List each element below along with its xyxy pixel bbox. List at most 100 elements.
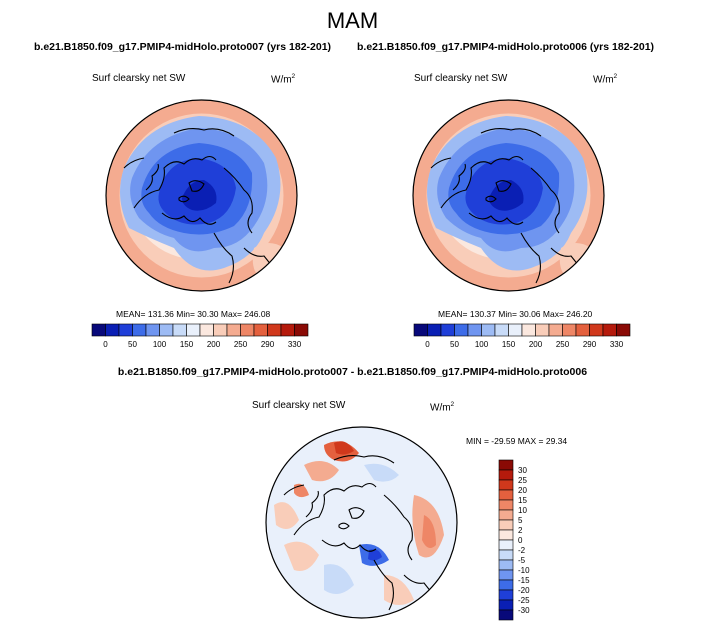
coastline-1 [452, 163, 466, 191]
panel2-variable-label: Surf clearsky net SW [414, 73, 508, 84]
coastlines [123, 127, 280, 284]
cb3-swatch-3 [498, 489, 514, 501]
map-field [413, 100, 604, 291]
cb1-swatch-8 [199, 323, 214, 337]
cb1-swatch-1 [105, 323, 120, 337]
coastline-3 [383, 494, 413, 561]
panel1-colorbar: 0 50 100 150 200 250 290 330 [91, 323, 309, 349]
cb2-swatch-3 [454, 323, 469, 337]
cb1-swatch-4 [145, 323, 160, 337]
cb2-swatch-9 [535, 323, 550, 337]
cb1-swatch-2 [118, 323, 133, 337]
field-anomaly-7 [364, 463, 399, 482]
coastline-1 [305, 490, 319, 518]
coastlines [430, 127, 587, 284]
cb3-tick-8: -2 [518, 546, 526, 555]
cb1-swatch-12 [253, 323, 268, 337]
cb3-tick-6: 2 [518, 526, 523, 535]
coastline-9 [178, 195, 190, 203]
panel1-case-title: b.e21.B1850.f09_g17.PMIP4-midHolo.proto0… [34, 41, 332, 53]
cb1-tick-1: 50 [128, 340, 137, 349]
cb3-swatch-8 [498, 539, 514, 551]
coastline-1 [145, 163, 159, 191]
cb3-swatch-4 [498, 499, 514, 511]
cb3-tick-12: -20 [518, 586, 530, 595]
cb3-tick-2: 20 [518, 486, 527, 495]
cb3-swatch-10 [498, 559, 514, 571]
cb3-tick-4: 10 [518, 506, 527, 515]
cb3-tick-13: -25 [518, 596, 530, 605]
cb3-swatch-9 [498, 549, 514, 561]
coastline-6 [480, 127, 542, 137]
coastline-6 [333, 454, 395, 464]
panel2-polar-map [412, 99, 605, 292]
cb3-swatch-7 [498, 529, 514, 541]
cb3-tick-5: 5 [518, 516, 523, 525]
coastline-9 [338, 522, 350, 530]
coastline-2 [321, 539, 377, 552]
cb2-swatch-8 [521, 323, 536, 337]
panel2-units: W/m2 [593, 73, 618, 86]
cb3-tick-1: 25 [518, 476, 527, 485]
cb2-swatch-14 [602, 323, 617, 337]
cb3-tick-11: -15 [518, 576, 530, 585]
coastline-8 [495, 180, 512, 192]
cb2-swatch-13 [589, 323, 604, 337]
cb2-swatch-2 [440, 323, 455, 337]
cb1-swatch-14 [280, 323, 295, 337]
cb2-swatch-11 [562, 323, 577, 337]
cb1-swatch-3 [132, 323, 147, 337]
coastlines [283, 454, 440, 611]
panel1-variable-label: Surf clearsky net SW [92, 73, 186, 84]
cb1-tick-6: 290 [261, 340, 275, 349]
cb1-swatch-15 [294, 323, 309, 337]
cb2-swatch-15 [616, 323, 631, 337]
field-anomaly-10 [324, 564, 354, 594]
coastline-0 [293, 482, 377, 536]
cb3-swatch-2 [498, 479, 514, 491]
cb3-swatch-1 [498, 469, 514, 481]
cb2-swatch-0 [413, 323, 428, 337]
coastline-2 [161, 212, 217, 225]
cb1-swatch-10 [226, 323, 241, 337]
map-field [106, 100, 297, 291]
panel2-colorbar: 0 50 100 150 200 250 290 330 [413, 323, 631, 349]
coastline-4 [520, 232, 542, 284]
cb3-swatch-14 [498, 599, 514, 611]
cb2-tick-6: 290 [583, 340, 597, 349]
cb1-swatch-11 [240, 323, 255, 337]
map-border [265, 426, 458, 619]
cb1-swatch-9 [213, 323, 228, 337]
field-anomaly-5 [422, 515, 436, 549]
coastline-2 [468, 212, 524, 225]
diff-units: W/m2 [430, 401, 455, 414]
cb1-tick-7: 330 [288, 340, 302, 349]
cb3-tick-14: -30 [518, 606, 530, 615]
cb2-swatch-1 [427, 323, 442, 337]
coastline-7 [123, 157, 145, 169]
cb2-swatch-6 [494, 323, 509, 337]
cb3-tick-7: 0 [518, 536, 523, 545]
field-anomaly-6 [284, 541, 319, 571]
cb2-swatch-7 [508, 323, 523, 337]
diff-polar-map [265, 426, 458, 619]
cb2-swatch-12 [575, 323, 590, 337]
cb2-tick-2: 100 [475, 340, 489, 349]
coastline-8 [348, 507, 365, 519]
panel1-units: W/m2 [271, 73, 296, 86]
main-title: MAM [326, 8, 379, 33]
cb2-swatch-10 [548, 323, 563, 337]
cb1-tick-3: 150 [180, 340, 194, 349]
coastline-4 [373, 559, 395, 611]
cb3-swatch-0 [498, 459, 514, 471]
cb2-swatch-5 [481, 323, 496, 337]
cb1-swatch-0 [91, 323, 106, 337]
cb2-tick-4: 200 [529, 340, 543, 349]
cb1-swatch-5 [159, 323, 174, 337]
coastline-7 [430, 157, 452, 169]
cb1-swatch-7 [186, 323, 201, 337]
cb2-tick-5: 250 [556, 340, 570, 349]
field-anomaly-2 [304, 461, 339, 482]
cb3-swatch-15 [498, 609, 514, 621]
panel2-stats: MEAN= 130.37 Min= 30.06 Max= 246.20 [438, 309, 593, 319]
